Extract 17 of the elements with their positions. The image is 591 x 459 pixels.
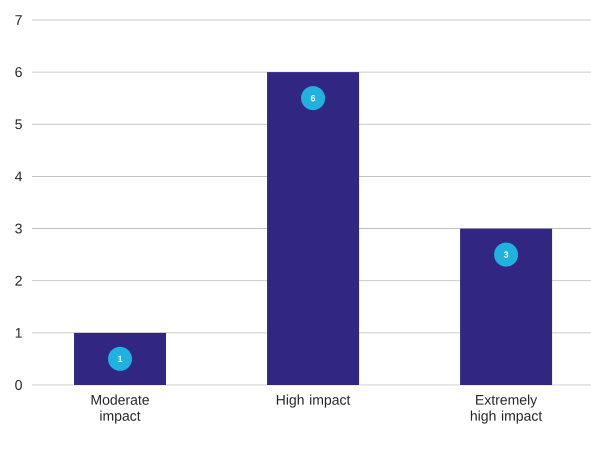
y-tick-label: 7 [15,15,22,25]
bar [267,72,360,385]
y-tick-label: 6 [15,67,22,78]
x-tick-label: Moderate impact [92,394,149,424]
y-tick-label: 2 [15,276,22,286]
y-tick-label: 3 [15,224,22,234]
y-tick-label: 5 [15,119,22,130]
y-tick-label: 0 [15,380,22,390]
y-tick-label: 1 [16,328,22,338]
y-tick-label: 4 [15,172,22,182]
data-label: 3 [504,251,508,258]
data-label: 1 [118,356,122,362]
x-tick-label: High impact [276,394,350,408]
bar [460,228,552,385]
data-label: 6 [310,94,316,102]
bar [74,332,166,385]
x-tick-label: Extremely high impact [470,394,542,424]
